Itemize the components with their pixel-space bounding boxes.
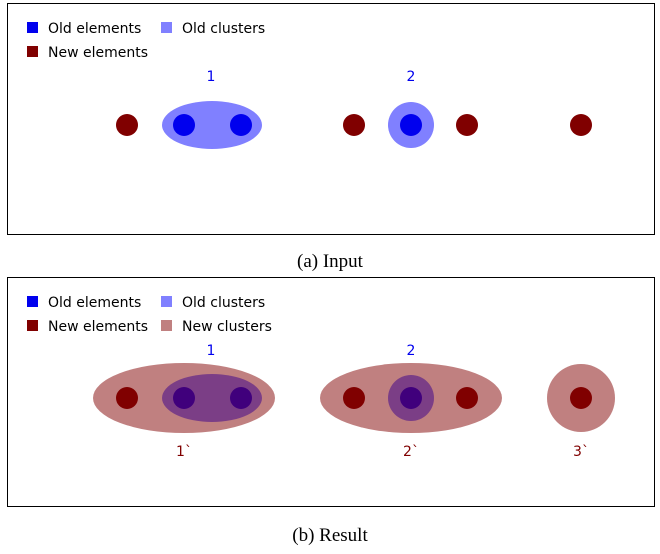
old-cluster-label-1: 1 (207, 343, 216, 359)
old-element (230, 387, 252, 409)
legend-old-elements-swatch (27, 296, 38, 307)
legend-new-elements-swatch (27, 320, 38, 331)
legend-new-clusters-label: New clusters (182, 319, 272, 335)
input-diagram: Old elements Old clusters New elements 1… (27, 21, 592, 149)
caption-input: (a) Input (297, 251, 363, 272)
legend-old-clusters-swatch (161, 296, 172, 307)
new-element (456, 387, 478, 409)
old-element (173, 387, 195, 409)
old-element (230, 114, 252, 136)
legend-old-clusters-label: Old clusters (182, 295, 265, 311)
new-cluster-label-2: 2` (403, 444, 419, 460)
legend-old-clusters-swatch (161, 22, 172, 33)
old-cluster-label-2: 2 (407, 69, 416, 85)
new-element (343, 387, 365, 409)
legend-old-clusters-label: Old clusters (182, 21, 265, 37)
legend-new-elements-label: New elements (48, 319, 148, 335)
old-element (173, 114, 195, 136)
caption-result: (b) Result (292, 525, 368, 546)
new-element (343, 114, 365, 136)
new-element (116, 114, 138, 136)
legend-old-elements-label: Old elements (48, 295, 141, 311)
new-cluster-label-1: 1` (176, 444, 192, 460)
new-element (570, 387, 592, 409)
old-cluster-1 (162, 101, 262, 149)
new-element (456, 114, 478, 136)
legend-new-elements-label: New elements (48, 45, 148, 61)
old-element (400, 114, 422, 136)
old-element (400, 387, 422, 409)
legend-old-elements-swatch (27, 22, 38, 33)
new-element (116, 387, 138, 409)
old-cluster-label-2: 2 (407, 343, 416, 359)
legend-old-elements-label: Old elements (48, 21, 141, 37)
result-diagram: Old elements Old clusters New elements N… (27, 295, 615, 460)
legend-new-elements-swatch (27, 46, 38, 57)
new-element (570, 114, 592, 136)
new-cluster-label-3: 3` (573, 444, 589, 460)
old-cluster-1 (162, 374, 262, 422)
panel-result: Old elements Old clusters New elements N… (7, 277, 655, 507)
panel-input: Old elements Old clusters New elements 1… (7, 3, 655, 235)
legend-new-clusters-swatch (161, 320, 172, 331)
old-cluster-label-1: 1 (207, 69, 216, 85)
